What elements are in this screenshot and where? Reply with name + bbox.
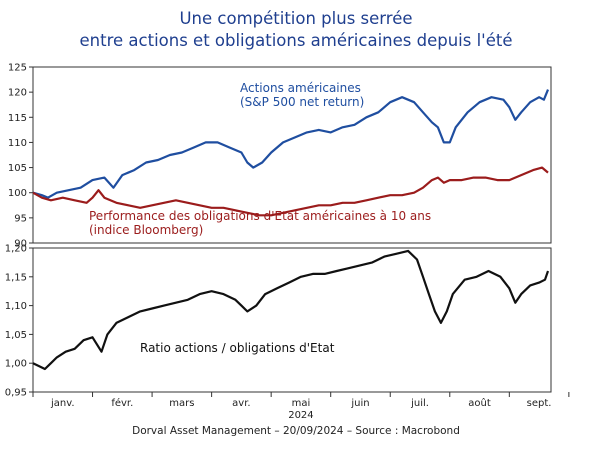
y-tick-label: 1,05: [5, 330, 27, 341]
series-label: (S&P 500 net return): [240, 95, 364, 109]
x-tick-label: juin: [350, 398, 369, 409]
chart-title-line2: entre actions et obligations américaines…: [79, 31, 513, 50]
y-tick-label: 90: [14, 239, 27, 250]
series-label: Actions américaines: [240, 81, 361, 95]
y-tick-label: 105: [8, 163, 27, 174]
y-tick-label: 125: [8, 63, 27, 74]
y-tick-label: 1,10: [5, 301, 27, 312]
chart-title-line1: Une compétition plus serrée: [179, 9, 413, 28]
x-year-label: 2024: [288, 410, 313, 421]
y-tick-label: 1,00: [5, 359, 27, 370]
source-footer: Dorval Asset Management – 20/09/2024 – S…: [132, 425, 460, 437]
series-line-2-1: [32, 249, 550, 371]
x-tick-label: avr.: [232, 398, 250, 409]
y-tick-label: 95: [14, 213, 27, 224]
series-line-1-1: [32, 89, 550, 199]
y-tick-label: 1,20: [5, 244, 27, 255]
x-tick-label: févr.: [111, 397, 133, 409]
plot-frame-2: [32, 247, 552, 393]
y-tick-label: 100: [8, 188, 27, 199]
plot-frame-1: [32, 66, 552, 244]
x-tick-label: sept.: [527, 398, 552, 409]
y-tick-label: 1,15: [5, 272, 27, 283]
y-tick-label: 120: [8, 88, 27, 99]
x-tick-label: mars: [169, 398, 194, 409]
series-line-1-2: [32, 166, 549, 217]
chart-title: Une compétition plus serrée entre action…: [0, 8, 592, 52]
y-tick-label: 0,95: [5, 388, 27, 399]
series-label: Ratio actions / obligations d'Etat: [140, 341, 335, 355]
series-label: Performance des obligations d'Etat améri…: [89, 209, 431, 223]
series-label: (indice Bloomberg): [89, 223, 203, 237]
x-tick-label: janv.: [50, 398, 75, 409]
y-tick-label: 115: [8, 113, 27, 124]
x-tick-label: juil.: [410, 398, 429, 409]
x-tick-label: août: [468, 397, 491, 409]
x-tick-label: mai: [292, 398, 311, 409]
y-tick-label: 110: [8, 138, 27, 149]
